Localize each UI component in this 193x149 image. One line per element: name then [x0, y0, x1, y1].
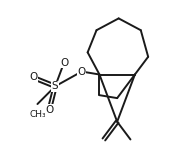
Text: CH₃: CH₃	[29, 110, 46, 119]
Text: O: O	[29, 72, 37, 82]
Text: O: O	[78, 67, 86, 77]
Text: O: O	[45, 105, 53, 115]
Text: S: S	[52, 81, 58, 91]
Text: O: O	[60, 58, 68, 68]
